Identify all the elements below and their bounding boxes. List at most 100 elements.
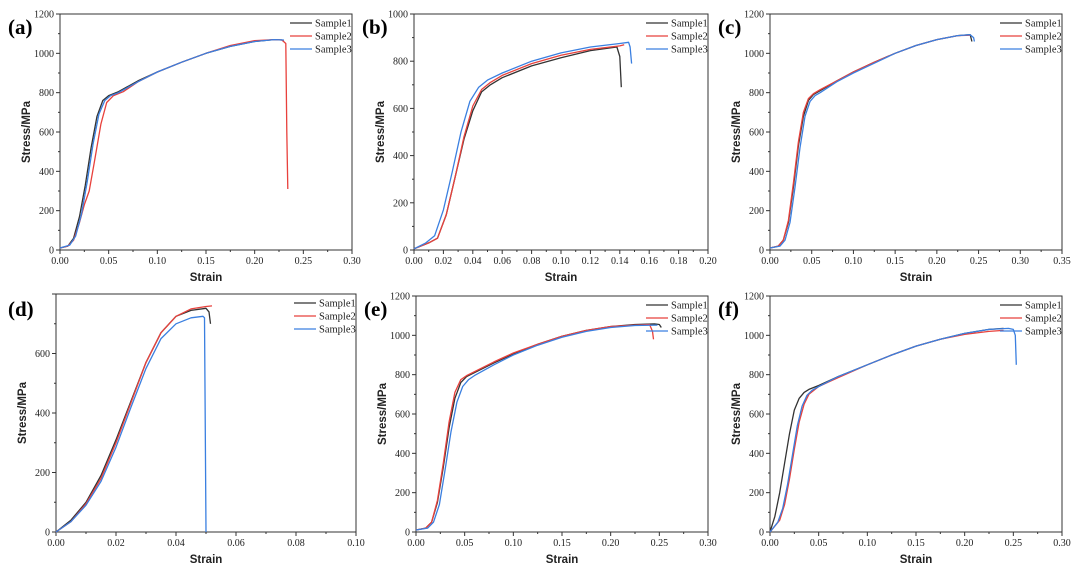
x-tick-label: 0.15 [197,256,215,267]
y-axis-title: Stress/MPa [731,382,743,445]
x-tick-label: 0.25 [1005,538,1023,549]
x-tick-label: 0.10 [149,256,167,267]
legend-label: Sample1 [671,301,708,312]
series-line-sample2 [769,34,971,249]
y-tick-label: 400 [749,449,764,460]
panel-label: (f) [718,297,739,321]
y-tick-label: 0 [49,246,54,257]
legend-label: Sample3 [671,327,708,338]
legend-label: Sample2 [671,314,708,325]
x-tick-label: 0.08 [523,256,541,267]
legend-label: Sample1 [319,299,356,310]
y-tick-label: 200 [395,488,410,499]
y-axis-title: Stress/MPa [21,100,33,163]
y-tick-label: 600 [39,128,54,139]
chart-panel: (f) 0.00 0.05 0.10 0.15 0.20 0.25 0.30 0 200 400 60… [718,292,1071,567]
series-line-sample2 [59,38,289,249]
x-tick-label: 0.20 [602,538,620,549]
x-tick-label: 0.00 [407,538,425,549]
x-tick-label: 0.10 [347,538,365,549]
y-tick-label: 0 [45,528,50,539]
legend-label: Sample2 [671,32,708,43]
y-tick-label: 0 [405,528,410,539]
series-line-sample3 [769,327,1017,533]
y-axis-title: Stress/MPa [17,381,29,444]
x-axis-title: Strain [190,554,223,566]
legend-label: Sample2 [1025,32,1062,43]
y-tick-label: 1000 [744,49,764,60]
y-tick-label: 400 [39,167,54,178]
x-tick-label: 0.00 [761,256,779,267]
x-axis-title: Strain [546,554,579,566]
y-tick-label: 0 [759,528,764,539]
x-tick-label: 0.06 [493,256,511,267]
y-axis-title: Stress/MPa [377,382,389,445]
y-tick-label: 1200 [390,292,410,303]
x-tick-label: 0.00 [47,538,65,549]
x-tick-label: 0.04 [464,256,482,267]
x-tick-label: 0.30 [1012,256,1030,267]
x-tick-label: 0.30 [699,538,717,549]
x-tick-label: 0.20 [246,256,264,267]
y-tick-label: 1000 [34,49,54,60]
series-line-sample3 [55,315,207,533]
chart-panel: (d) 0.00 0.02 0.04 0.06 0.08 0.10 0 200 400 600 Str… [8,293,365,566]
y-axis-title: Stress/MPa [375,100,387,163]
x-tick-label: 0.25 [651,538,669,549]
x-tick-label: 0.30 [1053,538,1071,549]
panel-label: (e) [364,297,387,321]
legend-label: Sample2 [319,312,356,323]
x-tick-label: 0.02 [435,256,453,267]
series-line-sample2 [769,329,1004,533]
y-tick-label: 800 [39,88,54,99]
y-tick-label: 200 [35,468,50,479]
x-tick-label: 0.00 [761,538,779,549]
legend-label: Sample3 [671,45,708,56]
x-axis-title: Strain [900,272,933,284]
y-tick-label: 0 [403,246,408,257]
y-tick-label: 600 [393,104,408,115]
x-tick-label: 0.05 [100,256,118,267]
x-axis-title: Strain [900,554,933,566]
legend-label: Sample1 [671,19,708,30]
series-line-sample2 [413,44,625,250]
x-tick-label: 0.04 [167,538,185,549]
legend-label: Sample2 [315,32,352,43]
series-line-sample1 [769,327,1004,533]
y-tick-label: 400 [395,449,410,460]
y-tick-label: 1000 [744,331,764,342]
x-tick-label: 0.18 [670,256,688,267]
x-tick-label: 0.20 [928,256,946,267]
series-line-sample3 [413,41,633,250]
legend-label: Sample1 [315,19,352,30]
x-tick-label: 0.10 [505,538,523,549]
y-tick-label: 1200 [34,10,54,21]
y-tick-label: 800 [395,370,410,381]
legend-label: Sample1 [1025,19,1062,30]
y-tick-label: 400 [35,409,50,420]
x-tick-label: 0.30 [343,256,361,267]
panel-label: (a) [8,15,33,39]
series-line-sample1 [55,307,212,533]
x-tick-label: 0.15 [886,256,904,267]
legend-label: Sample3 [1025,327,1062,338]
chart-panel: (c) 0.00 0.05 0.10 0.15 0.20 0.25 0.30 0.35 0 200 4… [718,10,1071,285]
y-tick-label: 0 [759,246,764,257]
y-tick-label: 600 [749,128,764,139]
x-tick-label: 0.05 [810,538,828,549]
x-tick-label: 0.10 [552,256,570,267]
x-tick-label: 0.14 [611,256,629,267]
legend-label: Sample1 [1025,301,1062,312]
x-tick-label: 0.00 [51,256,69,267]
legend-label: Sample2 [1025,314,1062,325]
y-tick-label: 200 [39,206,54,217]
y-tick-label: 1200 [744,292,764,303]
x-tick-label: 0.16 [640,256,658,267]
y-tick-label: 600 [749,410,764,421]
y-tick-label: 1200 [744,10,764,21]
y-tick-label: 400 [393,151,408,162]
series-line-sample3 [415,324,658,531]
legend-label: Sample3 [1025,45,1062,56]
y-tick-label: 200 [393,198,408,209]
x-tick-label: 0.20 [956,538,974,549]
